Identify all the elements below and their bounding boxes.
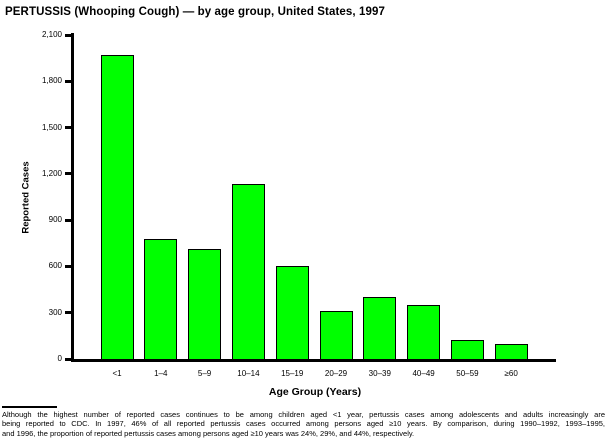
bar-10–14 (231, 183, 265, 359)
y-axis-tick-label: 2,100 (41, 30, 62, 39)
footnote-line-3: and 1996, the proportion of reported per… (2, 428, 415, 438)
y-axis-tick (65, 264, 71, 268)
x-axis-title: Age Group (Years) (268, 386, 362, 398)
y-axis-tick-label: 600 (48, 261, 62, 271)
x-axis-tick-label: 5–9 (197, 369, 212, 378)
x-axis-tick-label: 10–14 (237, 369, 260, 378)
plot-area: 0 300 600 900 1,200 1,500 1,800 2,100 <1 1–4 5–9 10… (42, 31, 556, 378)
x-axis-tick-label: 1–4 (154, 369, 168, 378)
y-axis-tick (65, 357, 71, 361)
bar-<1 (100, 55, 134, 359)
y-axis-tick-label: 1,200 (41, 168, 62, 178)
y-axis-tick-label: 1,500 (41, 122, 62, 132)
y-axis-tick (65, 311, 71, 315)
footnote-line-2: being reported to CDC. In 1997, 46% of a… (2, 419, 605, 429)
y-axis-tick-label: 900 (48, 215, 62, 225)
bar-40–49 (407, 305, 441, 359)
y-axis-tick (65, 172, 71, 176)
y-axis-tick (65, 126, 71, 130)
chart-title: PERTUSSIS (Whooping Cough) — by age grou… (5, 6, 385, 18)
x-axis-tick-label: 30–39 (368, 369, 391, 378)
x-axis-tick-label: ≥60 (504, 369, 518, 378)
bar-≥60 (494, 343, 528, 359)
y-axis-tick (65, 79, 71, 83)
y-axis-tick-label: 0 (57, 354, 62, 363)
y-axis-tick-label: 1,800 (41, 76, 62, 86)
x-axis-tick-label: 15–19 (281, 369, 304, 378)
x-axis-tick-label: <1 (112, 369, 122, 378)
bar-15–19 (275, 265, 309, 359)
bar-1–4 (144, 238, 178, 359)
footnote-line-1: Although the highest number of reported … (2, 410, 605, 419)
y-axis-tick-label: 300 (48, 307, 62, 317)
y-axis-tick (65, 33, 71, 37)
footnote: Although the highest number of reported … (2, 410, 605, 438)
bar-30–39 (363, 297, 397, 359)
footnote-separator (2, 406, 57, 408)
y-axis-line (71, 33, 74, 362)
x-axis-tick-label: 20–29 (324, 369, 348, 378)
bar-5–9 (188, 249, 222, 359)
x-axis-line (71, 359, 556, 362)
y-axis-tick (65, 218, 71, 222)
bar-20–29 (319, 311, 353, 359)
x-axis-tick-label: 40–49 (412, 369, 435, 378)
x-axis-tick-label: 50–59 (456, 369, 479, 378)
bar-50–59 (450, 339, 484, 359)
